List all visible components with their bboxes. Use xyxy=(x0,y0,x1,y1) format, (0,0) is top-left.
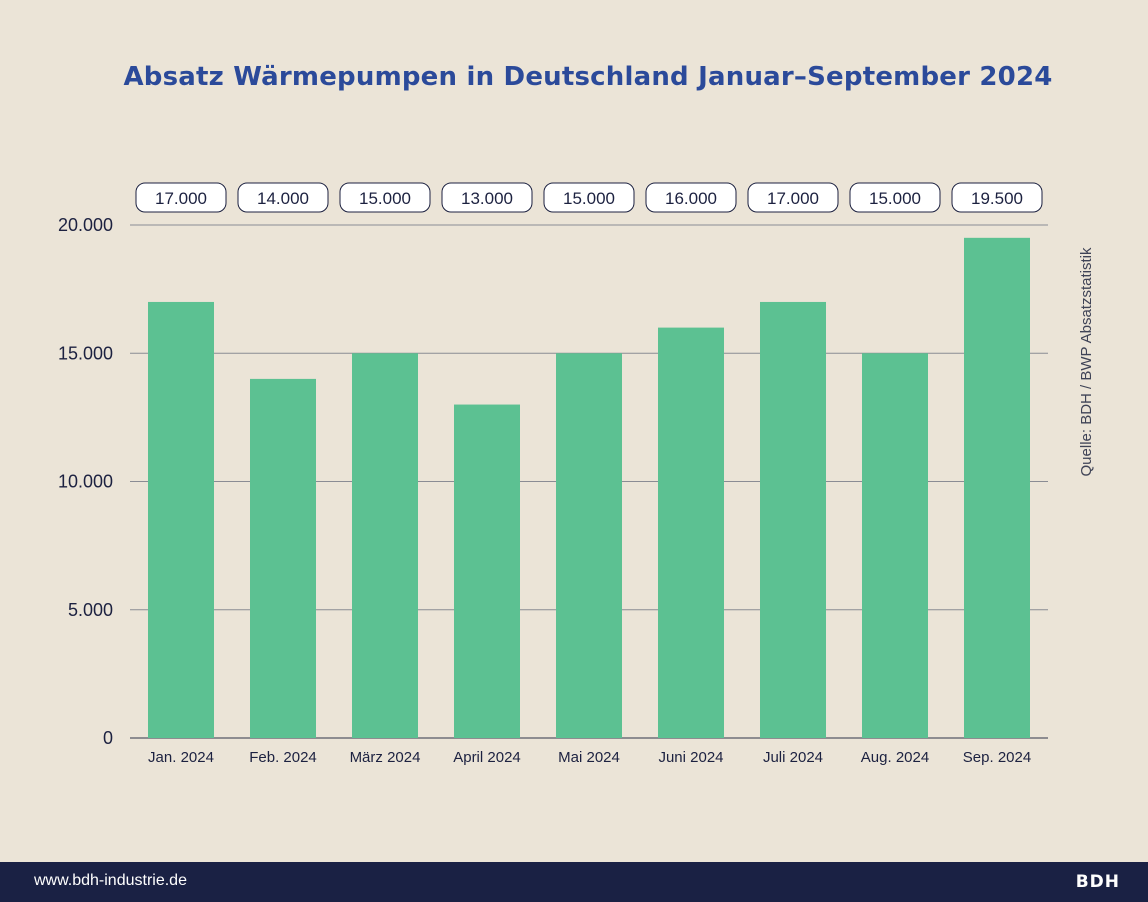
x-tick-label: Juni 2024 xyxy=(658,749,723,766)
x-tick-label: Sep. 2024 xyxy=(963,749,1031,766)
value-pill xyxy=(339,182,431,213)
value-label: 17.000 xyxy=(767,189,819,208)
y-tick-label: 15.000 xyxy=(58,343,113,363)
x-tick-label: Jan. 2024 xyxy=(148,749,214,766)
value-label: 13.000 xyxy=(461,189,513,208)
bar xyxy=(658,327,724,738)
value-pill xyxy=(645,182,737,213)
value-label: 16.000 xyxy=(665,189,717,208)
footer-bar: www.bdh-industrie.de BDH xyxy=(0,862,1148,902)
value-pill xyxy=(747,182,839,213)
y-tick-label: 20.000 xyxy=(58,215,113,235)
value-pill xyxy=(441,182,533,213)
value-label: 15.000 xyxy=(563,189,615,208)
x-tick-label: Juli 2024 xyxy=(763,749,823,766)
bar xyxy=(454,404,520,738)
bar xyxy=(556,353,622,738)
bars xyxy=(148,237,1030,738)
chart-title: Absatz Wärmepumpen in Deutschland Januar… xyxy=(123,62,1053,92)
x-axis-labels: Jan. 2024 Feb. 2024 März 2024 April 2024 Mai… xyxy=(148,749,1031,766)
y-tick-label: 10.000 xyxy=(58,472,113,492)
bar xyxy=(964,237,1030,738)
value-pill xyxy=(237,182,329,213)
x-tick-label: März 2024 xyxy=(350,749,421,766)
y-tick-label: 0 xyxy=(103,728,113,748)
bar xyxy=(148,301,214,738)
source-note: Quelle: BDH / BWP Absatzstatistik xyxy=(1078,247,1095,476)
footer-website-link[interactable]: www.bdh-industrie.de xyxy=(34,872,187,889)
value-pill xyxy=(135,182,227,213)
bar-chart: 0 5.000 10.000 15.000 20.000 Jan. 2024 Feb. 2… xyxy=(58,182,1095,766)
value-label: 15.000 xyxy=(359,189,411,208)
value-pills: 17.000 14.000 15.000 13.000 15.000 16.000 17.0… xyxy=(135,182,1043,213)
y-tick-label: 5.000 xyxy=(68,600,113,620)
x-tick-label: Mai 2024 xyxy=(558,749,620,766)
value-label: 15.000 xyxy=(869,189,921,208)
bar xyxy=(250,378,316,738)
bar xyxy=(352,353,418,738)
value-label: 17.000 xyxy=(155,189,207,208)
y-axis-labels: 0 5.000 10.000 15.000 20.000 xyxy=(58,215,113,748)
value-label: 14.000 xyxy=(257,189,309,208)
bar xyxy=(862,353,928,738)
value-label: 19.500 xyxy=(971,189,1023,208)
value-pill xyxy=(849,182,941,213)
value-pill xyxy=(951,182,1043,213)
bdh-logo: BDH xyxy=(1075,872,1120,892)
value-pill xyxy=(543,182,635,213)
x-tick-label: April 2024 xyxy=(453,749,521,766)
x-tick-label: Aug. 2024 xyxy=(861,749,929,766)
x-tick-label: Feb. 2024 xyxy=(249,749,317,766)
bar xyxy=(760,301,826,738)
